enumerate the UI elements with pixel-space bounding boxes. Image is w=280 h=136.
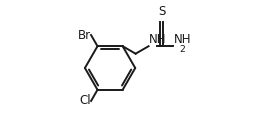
Text: Br: Br — [78, 29, 91, 41]
Text: Cl: Cl — [80, 95, 91, 107]
Text: S: S — [158, 5, 165, 18]
Text: NH: NH — [149, 33, 167, 46]
Text: 2: 2 — [179, 45, 185, 54]
Text: NH: NH — [174, 33, 191, 46]
